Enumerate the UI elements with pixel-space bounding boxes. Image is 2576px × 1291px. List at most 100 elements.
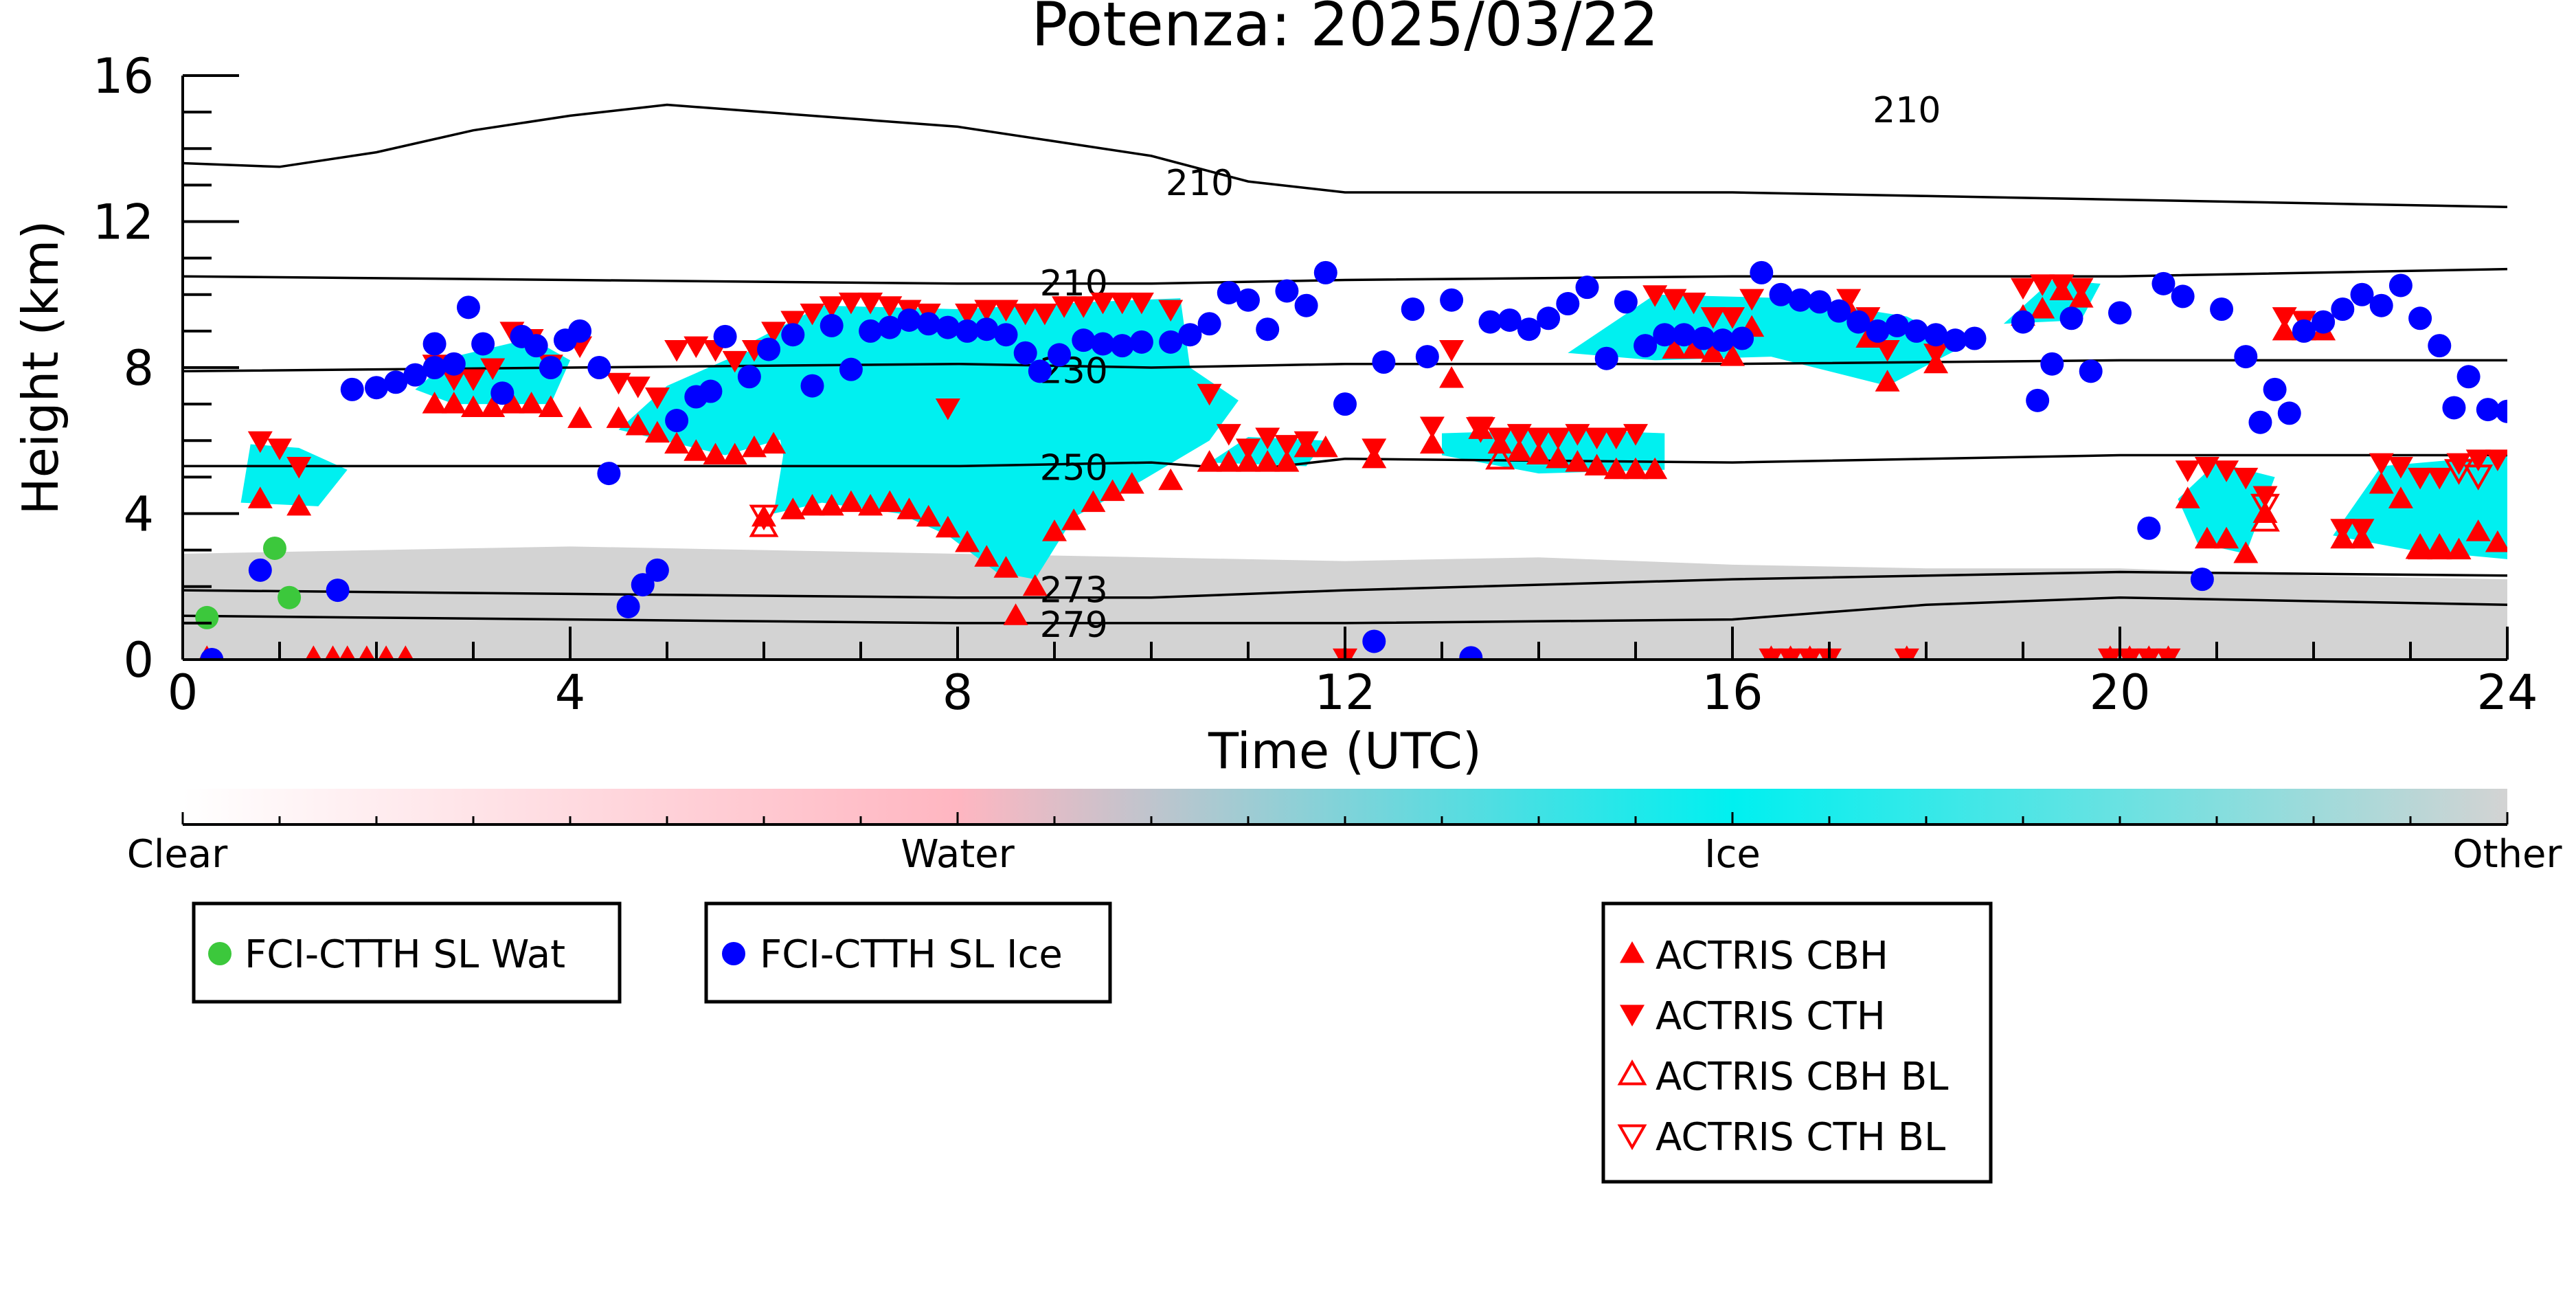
data-point bbox=[780, 497, 806, 519]
data-point bbox=[1110, 334, 1134, 358]
data-point bbox=[597, 462, 621, 486]
data-point bbox=[820, 313, 844, 337]
contour-label-group: 210 bbox=[1166, 163, 1234, 204]
data-point bbox=[1681, 292, 1706, 315]
data-point bbox=[1672, 323, 1696, 347]
data-point bbox=[1623, 424, 1648, 446]
x-tick-label: 8 bbox=[942, 664, 973, 721]
data-point bbox=[326, 579, 350, 603]
data-point bbox=[1439, 366, 1465, 388]
data-point bbox=[1158, 300, 1184, 322]
data-point bbox=[800, 303, 825, 326]
x-ticks: 0 4 8 12 16 20 24 bbox=[168, 627, 2538, 721]
data-point bbox=[2030, 274, 2055, 296]
data-point bbox=[587, 356, 611, 379]
colorbar-ticks bbox=[181, 812, 2509, 824]
data-point bbox=[1575, 276, 1599, 300]
data-point bbox=[490, 381, 515, 405]
data-point bbox=[936, 315, 960, 339]
series-actris-cbh-bl bbox=[749, 443, 2454, 559]
data-point bbox=[975, 317, 999, 341]
data-point bbox=[1498, 308, 1522, 332]
data-point bbox=[1797, 648, 1822, 660]
contour-label-group: 279 bbox=[1040, 605, 1108, 646]
data-point bbox=[359, 645, 375, 660]
data-point bbox=[2272, 307, 2297, 329]
data-point bbox=[683, 336, 709, 359]
data-point bbox=[2210, 298, 2234, 321]
chart-title: Potenza: 2025/03/22 bbox=[1031, 0, 1658, 60]
data-point bbox=[2233, 541, 2259, 563]
data-point bbox=[1090, 292, 1116, 315]
data-point bbox=[2194, 456, 2219, 479]
data-point bbox=[761, 431, 787, 454]
data-point bbox=[1546, 446, 1571, 469]
data-point bbox=[1119, 472, 1144, 494]
data-point bbox=[2233, 467, 2259, 490]
data-point bbox=[2171, 284, 2195, 308]
colorbar-label-water: Water bbox=[901, 832, 1015, 877]
data-point bbox=[955, 530, 980, 552]
y-tick-label: 0 bbox=[123, 632, 154, 688]
data-point bbox=[974, 300, 999, 322]
data-point bbox=[974, 545, 999, 567]
data-point bbox=[2011, 310, 2035, 334]
data-point bbox=[339, 645, 356, 660]
data-point bbox=[1274, 435, 1300, 457]
data-point bbox=[956, 319, 980, 343]
data-point bbox=[2277, 401, 2301, 425]
data-point bbox=[2250, 506, 2280, 532]
data-point bbox=[471, 332, 495, 356]
data-point bbox=[935, 398, 960, 420]
data-point bbox=[1866, 319, 1890, 343]
data-point bbox=[2194, 526, 2219, 549]
data-point bbox=[1517, 317, 1541, 341]
legend-label-ice: FCI-CTTH SL Ice bbox=[760, 932, 1063, 977]
legend-water: FCI-CTTH SL Wat bbox=[192, 901, 622, 1004]
legend-actris-frame bbox=[1601, 901, 1993, 1184]
data-point bbox=[1594, 346, 1618, 370]
data-point bbox=[2388, 273, 2413, 298]
legend-label-wat: FCI-CTTH SL Wat bbox=[245, 932, 565, 977]
data-point bbox=[324, 645, 341, 660]
data-point bbox=[2369, 453, 2394, 475]
data-point bbox=[1216, 450, 1241, 472]
data-point bbox=[1236, 288, 1260, 312]
data-point bbox=[877, 296, 903, 318]
data-point bbox=[749, 511, 779, 537]
data-point bbox=[2175, 486, 2200, 508]
data-point bbox=[1506, 439, 1532, 461]
data-point bbox=[644, 388, 670, 409]
data-point bbox=[1478, 310, 1502, 334]
data-point bbox=[1885, 313, 1909, 337]
data-point bbox=[699, 379, 723, 403]
data-point bbox=[1623, 457, 1648, 480]
data-point bbox=[195, 605, 219, 629]
data-point bbox=[2292, 319, 2316, 343]
data-point bbox=[761, 322, 787, 344]
legend-marker-ice bbox=[722, 942, 745, 965]
data-point bbox=[780, 311, 806, 333]
data-point bbox=[2059, 306, 2083, 330]
data-point bbox=[461, 395, 486, 417]
data-point bbox=[461, 369, 486, 391]
data-point bbox=[422, 392, 447, 414]
data-point bbox=[1943, 328, 1967, 352]
data-point bbox=[2175, 460, 2200, 482]
data-point bbox=[2427, 537, 2452, 560]
data-point bbox=[993, 300, 1019, 322]
data-point bbox=[1178, 323, 1202, 347]
data-point bbox=[2049, 274, 2075, 296]
data-point bbox=[1788, 288, 1812, 312]
data-point bbox=[2446, 453, 2472, 475]
data-point bbox=[1662, 337, 1687, 359]
x-tick-label: 12 bbox=[1314, 664, 1375, 721]
data-point bbox=[1052, 296, 1077, 318]
data-point bbox=[2312, 310, 2336, 334]
data-point bbox=[2234, 345, 2258, 369]
data-point bbox=[1197, 450, 1222, 472]
colorbar-label-clear: Clear bbox=[127, 832, 228, 877]
data-point bbox=[631, 573, 655, 597]
data-point bbox=[1894, 648, 1919, 660]
